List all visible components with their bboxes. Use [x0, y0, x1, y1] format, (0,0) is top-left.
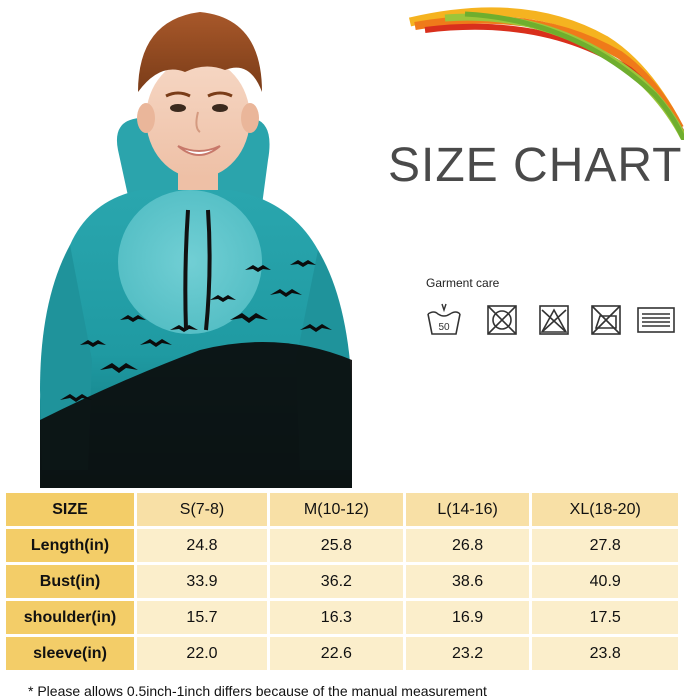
row-label: Length(in) [6, 529, 134, 562]
table-cell: 27.8 [532, 529, 678, 562]
table-row: sleeve(in) 22.0 22.6 23.2 23.8 [6, 637, 678, 670]
table-cell: 16.3 [270, 601, 403, 634]
wash-temperature: 50 [438, 322, 450, 333]
table-cell: 16.9 [405, 601, 530, 634]
size-corner-header: SIZE [6, 493, 134, 526]
table-cell: 23.8 [532, 637, 678, 670]
table-cell: 38.6 [405, 565, 530, 598]
garment-care-label: Garment care [426, 276, 500, 290]
table-cell: 22.0 [137, 637, 267, 670]
do-not-tumble-dry-icon [487, 305, 517, 335]
table-cell: 25.8 [270, 529, 403, 562]
size-col-header: M(10-12) [270, 493, 403, 526]
table-cell: 15.7 [137, 601, 267, 634]
table-cell: 36.2 [270, 565, 403, 598]
table-cell: 33.9 [137, 565, 267, 598]
size-header-row: SIZE S(7-8) M(10-12) L(14-16) XL(18-20) [6, 493, 678, 526]
boy-in-hoodie-illustration [40, 12, 352, 488]
size-col-header: XL(18-20) [532, 493, 678, 526]
size-col-header: S(7-8) [137, 493, 267, 526]
row-label: sleeve(in) [6, 637, 134, 670]
table-cell: 24.8 [137, 529, 267, 562]
do-not-iron-icon [591, 305, 621, 335]
table-row: shoulder(in) 15.7 16.3 16.9 17.5 [6, 601, 678, 634]
row-label: Bust(in) [6, 565, 134, 598]
table-cell: 26.8 [405, 529, 530, 562]
size-col-header: L(14-16) [405, 493, 530, 526]
table-cell: 40.9 [532, 565, 678, 598]
table-row: Bust(in) 33.9 36.2 38.6 40.9 [6, 565, 678, 598]
table-cell: 17.5 [532, 601, 678, 634]
product-photo [0, 0, 370, 488]
line-dry-icon [637, 307, 675, 333]
garment-care-icons: 50 [424, 300, 680, 344]
table-cell: 22.6 [270, 637, 403, 670]
page-title: SIZE CHART [388, 139, 683, 192]
size-table: SIZE S(7-8) M(10-12) L(14-16) XL(18-20) … [3, 490, 681, 673]
do-not-bleach-icon [539, 305, 569, 335]
row-label: shoulder(in) [6, 601, 134, 634]
table-cell: 23.2 [405, 637, 530, 670]
wash-50-icon: 50 [427, 303, 461, 335]
measurement-note: * Please allows 0.5inch-1inch differs be… [28, 683, 487, 699]
decorative-swoosh [408, 7, 684, 140]
table-row: Length(in) 24.8 25.8 26.8 27.8 [6, 529, 678, 562]
